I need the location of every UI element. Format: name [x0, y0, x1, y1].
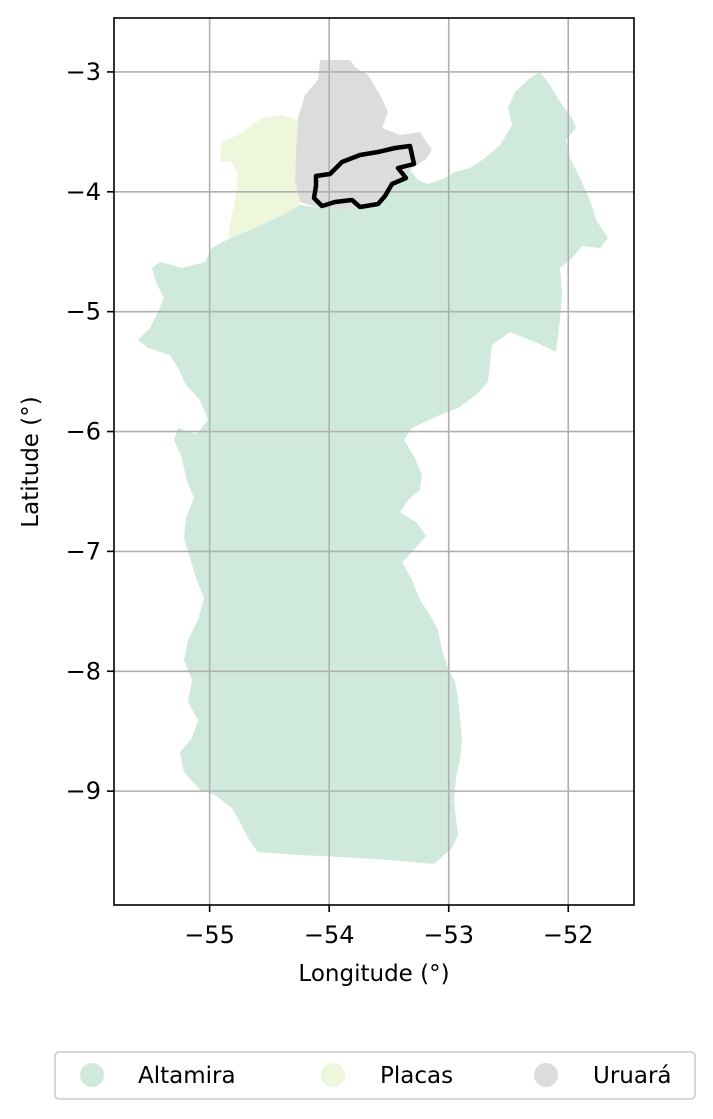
y-axis-label: Latitude (°)	[18, 396, 44, 527]
region-altamira	[138, 72, 608, 864]
legend-label-placas: Placas	[380, 1063, 453, 1089]
y-tick-label: −3	[66, 58, 101, 86]
y-tick-label: −7	[66, 537, 101, 565]
y-tick-label: −9	[66, 777, 101, 805]
axes-frame	[113, 17, 635, 906]
x-tick-label: −52	[543, 921, 594, 949]
tick-layer: −55 −54 −53 −52 −3 −4 −5 −6 −7 −8 −9	[66, 58, 594, 949]
legend-marker-placas	[321, 1063, 345, 1087]
y-tick-label: −8	[66, 657, 101, 685]
y-tick-label: −5	[66, 298, 101, 326]
legend-label-uruara: Uruará	[593, 1063, 672, 1089]
legend-label-altamira: Altamira	[138, 1063, 236, 1089]
legend: Altamira Placas Uruará	[54, 1051, 696, 1100]
region-placas	[220, 115, 300, 240]
x-tick-label: −54	[304, 921, 355, 949]
legend-marker-altamira	[80, 1063, 104, 1087]
legend-frame	[54, 1051, 696, 1100]
y-tick-label: −4	[66, 178, 101, 206]
x-tick-label: −55	[184, 921, 235, 949]
legend-marker-uruara	[534, 1063, 558, 1087]
regions-layer	[138, 60, 608, 864]
x-tick-label: −53	[423, 921, 474, 949]
x-axis-label: Longitude (°)	[298, 961, 449, 987]
grid-layer	[114, 18, 634, 905]
highlight-outline	[311, 143, 417, 210]
y-tick-label: −6	[66, 418, 101, 446]
